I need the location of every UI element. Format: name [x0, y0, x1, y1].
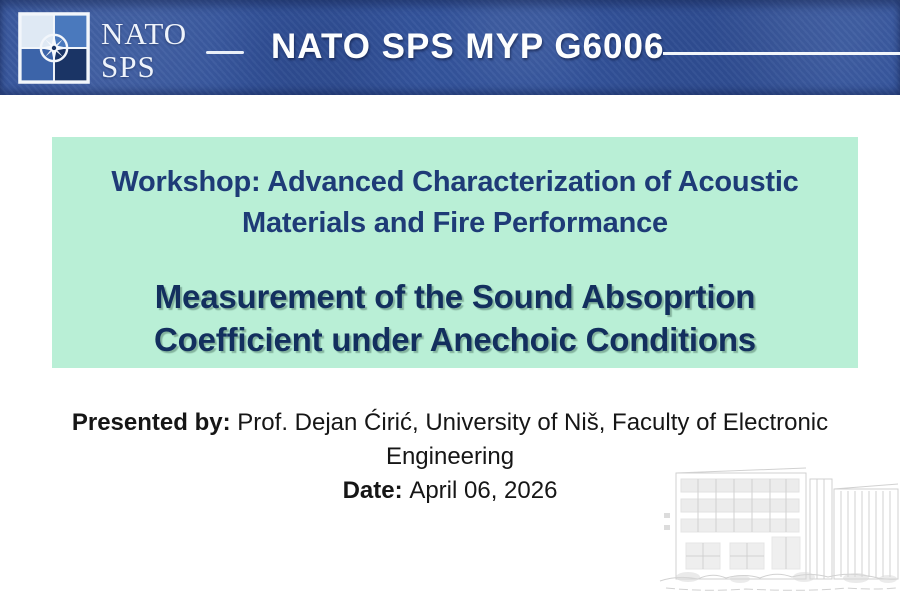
- date-label: Date:: [342, 477, 403, 504]
- workshop-title: Workshop: Advanced Characterization of A…: [52, 162, 858, 244]
- main-title-line1: Measurement of the Sound Absoprtion: [154, 278, 756, 315]
- nato-sps-logo-text: NATO SPS: [101, 17, 187, 83]
- banner-dash-rule: [206, 51, 244, 54]
- logo-text-line1: NATO: [101, 16, 188, 51]
- title-box: Workshop: Advanced Characterization of A…: [52, 137, 858, 368]
- main-title: Measurement of the Sound Absoprtion Coef…: [52, 275, 858, 361]
- banner-long-rule: [663, 52, 900, 55]
- affiliation-line: Engineering: [385, 443, 515, 470]
- faculty-building-sketch: [659, 467, 899, 591]
- banner: NATO SPS NATO SPS MYP G6006: [0, 0, 900, 95]
- workshop-title-line2: Materials and Fire Performance: [242, 207, 668, 239]
- presenter-block: Presented by: Prof. Dejan Ćirić, Universi…: [0, 406, 900, 508]
- workshop-title-line1: Workshop: Advanced Characterization of A…: [111, 166, 799, 198]
- date-line: Date: April 06, 2026: [0, 474, 900, 508]
- presented-by-text: Prof. Dejan Ćirić, University of Niš, Fa…: [237, 409, 829, 436]
- nato-sps-compass-logo-icon: [18, 12, 90, 84]
- presented-by-label: Presented by:: [71, 409, 231, 436]
- banner-title: NATO SPS MYP G6006: [271, 27, 665, 66]
- date-text: April 06, 2026: [409, 477, 558, 504]
- logo-text-line2: SPS: [101, 49, 156, 84]
- main-title-line2: Coefficient under Anechoic Conditions: [154, 321, 756, 358]
- presented-by-line: Presented by: Prof. Dejan Ćirić, Universi…: [0, 406, 900, 440]
